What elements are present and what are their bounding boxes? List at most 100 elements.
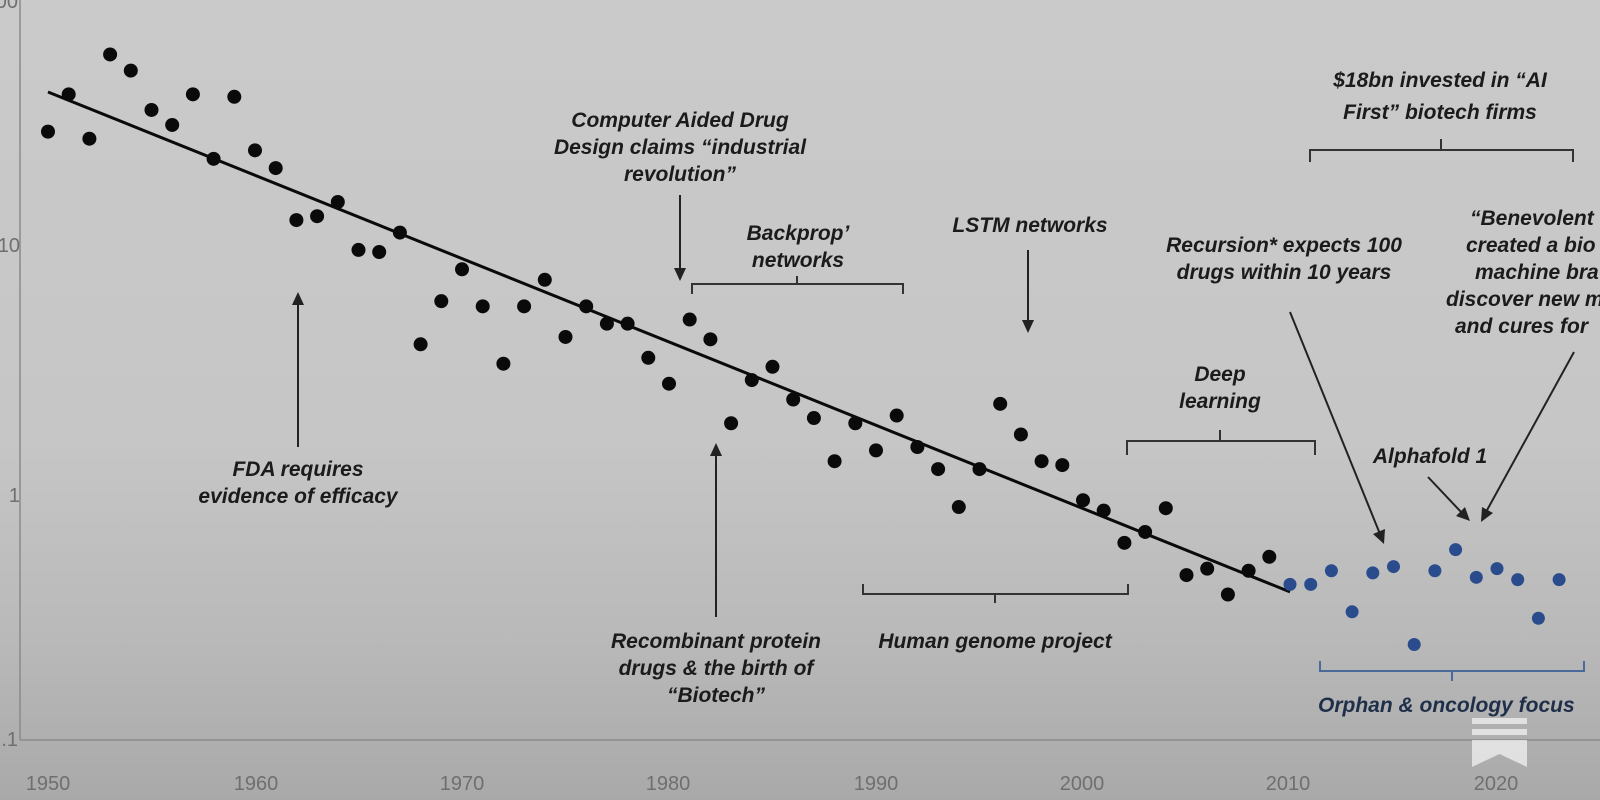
historical-data-point bbox=[351, 242, 366, 257]
recent-data-point bbox=[1428, 564, 1442, 578]
recombinant-annotation-line: Recombinant protein bbox=[611, 630, 821, 653]
historical-data-point bbox=[931, 462, 946, 477]
bookmark-icon bbox=[1472, 718, 1527, 767]
historical-data-point bbox=[703, 332, 718, 347]
recent-data-point bbox=[1449, 543, 1463, 557]
historical-data-point bbox=[103, 47, 118, 62]
lstm-annotation: LSTM networks bbox=[952, 214, 1107, 237]
alphafold-arrow bbox=[1427, 476, 1463, 514]
historical-data-point bbox=[475, 299, 490, 314]
historical-data-point bbox=[123, 63, 138, 78]
historical-data-point bbox=[1138, 524, 1153, 539]
ai-first-annotation-line: First” biotech firms bbox=[1343, 101, 1537, 124]
historical-data-point bbox=[268, 161, 283, 176]
backprop-annotation-line: Backprop’ bbox=[747, 222, 851, 245]
recent-data-point bbox=[1345, 605, 1359, 619]
benevolent-annotation-line: machine bra bbox=[1475, 261, 1599, 284]
historical-data-point bbox=[1262, 549, 1277, 564]
benevolent-arrow bbox=[1485, 351, 1575, 513]
recent-data-point bbox=[1304, 577, 1318, 591]
benevolent-annotation-line: created a bio bbox=[1466, 234, 1596, 257]
fda-annotation-line: FDA requires bbox=[232, 458, 363, 481]
benevolent-annotation-line: and cures for bbox=[1455, 315, 1590, 338]
historical-data-point bbox=[827, 454, 842, 469]
historical-data-point bbox=[951, 500, 966, 515]
x-tick-label: 1980 bbox=[646, 773, 691, 795]
historical-data-point bbox=[1055, 458, 1070, 473]
y-tick-label: 10 bbox=[0, 235, 20, 257]
recent-data-point bbox=[1407, 638, 1421, 652]
trend-line bbox=[47, 90, 1291, 594]
historical-data-point bbox=[1117, 535, 1132, 550]
recent-data-point bbox=[1552, 573, 1566, 587]
x-tick-label: 1960 bbox=[234, 773, 279, 795]
recombinant-arrowhead bbox=[710, 443, 722, 456]
recent-data-point bbox=[1387, 560, 1400, 574]
y-tick-label: 1 bbox=[9, 485, 20, 507]
historical-data-point bbox=[765, 359, 780, 374]
historical-data-point bbox=[806, 411, 821, 426]
benevolent-annotation-line: discover new m bbox=[1446, 288, 1600, 311]
x-tick-label: 2000 bbox=[1060, 773, 1105, 795]
historical-data-point bbox=[1220, 587, 1235, 602]
recursion-annotation-line: drugs within 10 years bbox=[1177, 261, 1392, 284]
historical-data-point bbox=[579, 299, 594, 314]
recent-data-point bbox=[1366, 566, 1380, 580]
historical-data-point bbox=[910, 439, 925, 454]
historical-data-point bbox=[455, 262, 469, 277]
historical-data-point bbox=[144, 102, 159, 117]
historical-data-point bbox=[517, 299, 532, 314]
historical-data-point bbox=[724, 416, 739, 431]
historical-data-point bbox=[1241, 563, 1256, 578]
historical-data-point bbox=[413, 337, 428, 352]
historical-data-point bbox=[641, 350, 656, 365]
y-tick-label: 00 bbox=[0, 0, 18, 13]
recent-data-point bbox=[1324, 564, 1338, 578]
historical-data-point bbox=[330, 194, 345, 209]
x-tick-label: 1990 bbox=[854, 773, 899, 795]
fda-arrowhead bbox=[292, 292, 304, 305]
historical-data-point bbox=[1200, 561, 1215, 576]
historical-data-point bbox=[1158, 501, 1173, 516]
historical-data-point bbox=[744, 373, 759, 388]
historical-data-point bbox=[82, 131, 97, 146]
historical-data-point bbox=[496, 356, 511, 371]
x-tick-label: 1970 bbox=[440, 773, 485, 795]
historical-data-point bbox=[889, 408, 904, 423]
historical-data-point bbox=[537, 272, 552, 287]
historical-data-point bbox=[1013, 427, 1028, 442]
recursion-annotation-line: Recursion* expects 100 bbox=[1166, 234, 1402, 257]
historical-data-point bbox=[993, 396, 1008, 411]
fda-annotation-line: evidence of efficacy bbox=[198, 485, 399, 508]
data-points bbox=[41, 47, 1566, 652]
historical-data-point bbox=[848, 416, 863, 431]
recombinant-annotation-line: drugs & the birth of bbox=[619, 657, 816, 680]
historical-data-point bbox=[165, 117, 180, 132]
x-tick-label: 1950 bbox=[26, 773, 71, 795]
historical-data-point bbox=[206, 151, 221, 166]
cadd-arrowhead bbox=[674, 268, 686, 281]
historical-data-point bbox=[289, 213, 304, 228]
y-tick-label: .1 bbox=[1, 729, 18, 751]
historical-data-point bbox=[972, 462, 987, 477]
cadd-annotation-line: Computer Aided Drug bbox=[571, 109, 789, 132]
recombinant-annotation-line: “Biotech” bbox=[667, 684, 766, 707]
deep-learning-annotation-line: Deep bbox=[1194, 363, 1246, 386]
genome-bracket bbox=[862, 584, 1129, 603]
historical-data-point bbox=[599, 316, 614, 331]
recent-data-point bbox=[1283, 577, 1297, 591]
lstm-arrowhead bbox=[1022, 320, 1034, 333]
recent-data-point bbox=[1531, 611, 1545, 625]
historical-data-point bbox=[372, 245, 387, 259]
backprop-bracket bbox=[691, 276, 904, 294]
backprop-annotation-line: networks bbox=[752, 249, 844, 272]
recent-data-point bbox=[1490, 562, 1504, 576]
orphan-annotation: Orphan & oncology focus bbox=[1318, 694, 1575, 717]
historical-data-point bbox=[434, 294, 449, 309]
orphan-bracket bbox=[1319, 661, 1585, 681]
x-tick-label: 2010 bbox=[1266, 773, 1311, 795]
historical-data-point bbox=[1179, 568, 1194, 583]
historical-data-point bbox=[185, 87, 200, 102]
historical-data-point bbox=[1096, 503, 1111, 518]
